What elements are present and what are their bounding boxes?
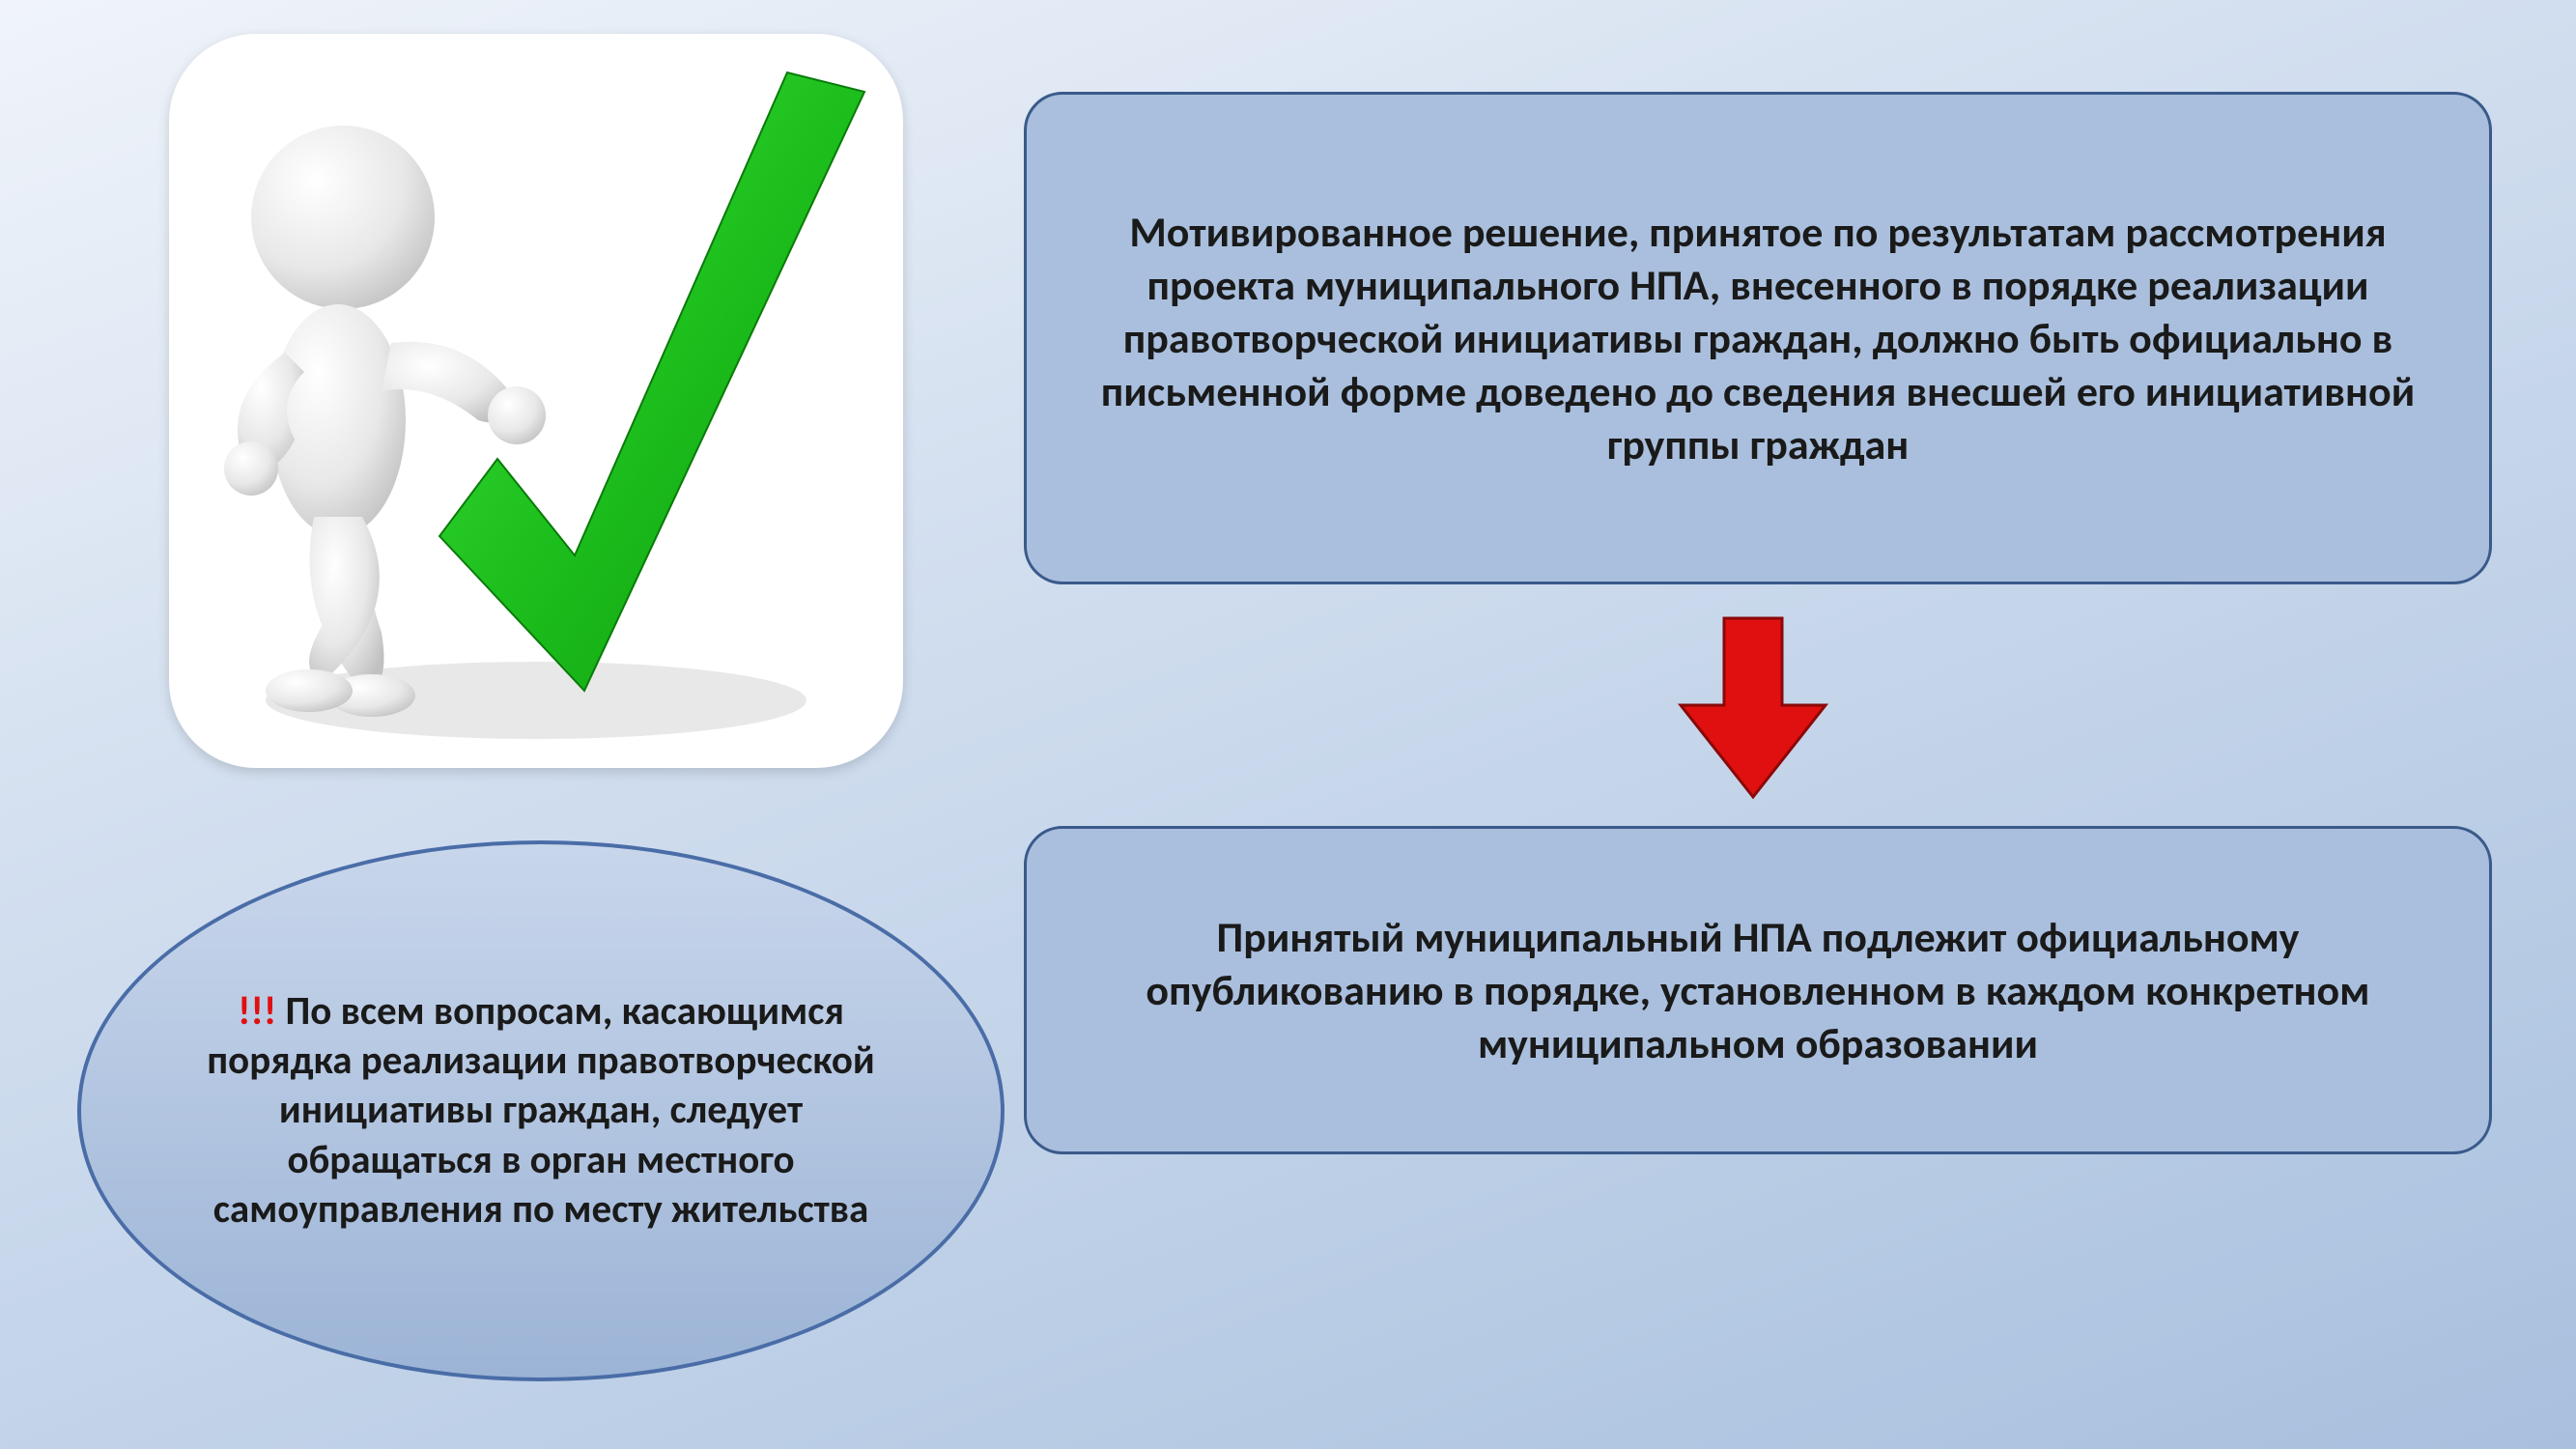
info-box-publication: Принятый муниципальный НПА подлежит офиц… bbox=[1024, 826, 2492, 1154]
checkmark-figure-icon bbox=[169, 34, 903, 768]
icon-card bbox=[169, 34, 903, 768]
note-text: По всем вопросам, касающимся порядка реа… bbox=[207, 987, 874, 1234]
info-box-decision-text: Мотивированное решение, принятое по резу… bbox=[1085, 206, 2431, 471]
arrow-down-icon bbox=[1671, 609, 1835, 802]
note-content: !!! По всем вопросам, касающимся порядка… bbox=[207, 987, 875, 1235]
info-box-publication-text: Принятый муниципальный НПА подлежит офиц… bbox=[1085, 911, 2431, 1070]
note-marks: !!! bbox=[238, 987, 276, 1036]
info-box-decision: Мотивированное решение, принятое по резу… bbox=[1024, 92, 2492, 584]
note-ellipse: !!! По всем вопросам, касающимся порядка… bbox=[77, 840, 1005, 1381]
